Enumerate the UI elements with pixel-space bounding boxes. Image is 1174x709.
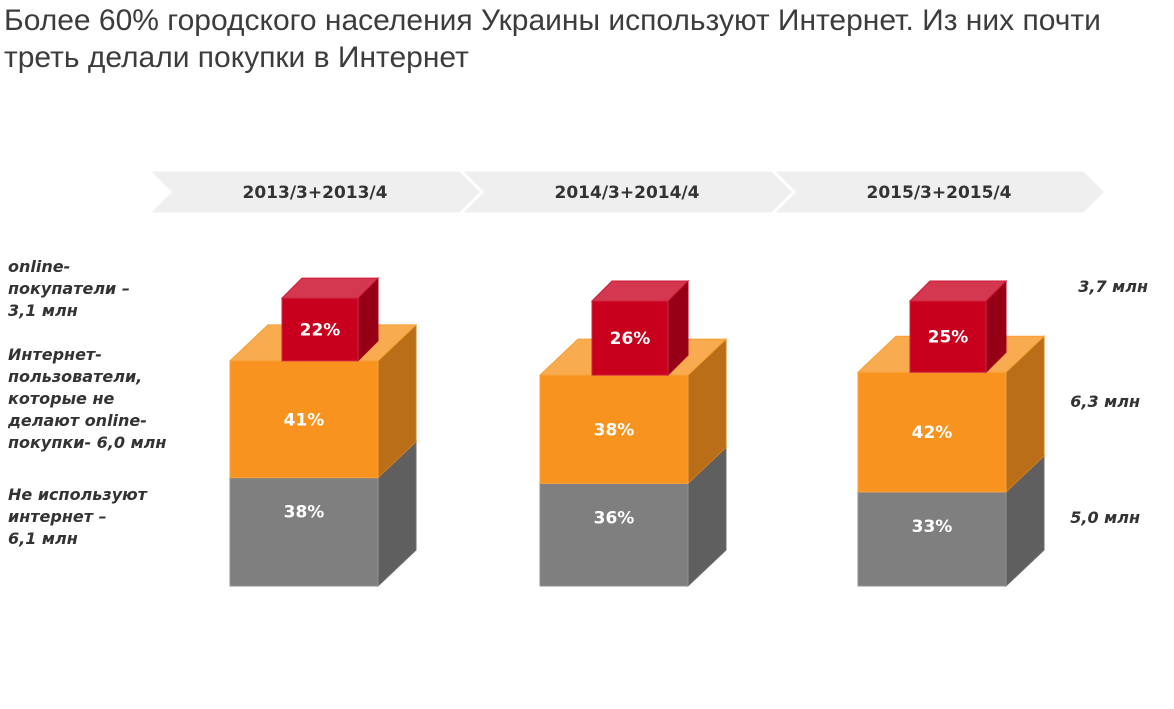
- pct-label-nonusers-1: 36%: [594, 508, 635, 528]
- block-online-2: [908, 279, 1008, 374]
- pct-label-nonusers-2: 33%: [912, 517, 953, 537]
- block-internet-2: [856, 335, 1046, 494]
- chart-blocks: 38% 41% 22% 36% 38% 26% 33% 42% 25%: [228, 276, 1046, 588]
- pct-label-online-1: 26%: [610, 329, 651, 349]
- legend-label-non-users: Не используют интернет – 6,1 млн: [8, 485, 147, 548]
- value-online-buyers-2015: 3,7 млн: [1078, 277, 1148, 296]
- pct-label-internet-0: 41%: [284, 410, 325, 430]
- block-online-0: [280, 276, 380, 363]
- page-title: Более 60% городского населения Украины и…: [4, 4, 1101, 74]
- pct-label-nonusers-0: 38%: [284, 503, 325, 523]
- pct-label-internet-2: 42%: [912, 423, 953, 443]
- period-label-2: 2015/3+2015/4: [867, 183, 1012, 203]
- period-label-0: 2013/3+2013/4: [243, 183, 388, 203]
- pct-label-internet-1: 38%: [594, 420, 635, 440]
- legend-label-internet-users: Интернет- пользователи, которые не делаю…: [8, 345, 167, 452]
- legend-label-online-buyers: online- покупатели – 3,1 млн: [8, 257, 130, 320]
- pct-label-online-2: 25%: [928, 328, 969, 348]
- period-label-1: 2014/3+2014/4: [555, 183, 700, 203]
- pct-label-online-0: 22%: [300, 321, 341, 341]
- block-internet-1: [538, 337, 728, 485]
- block-online-1: [590, 279, 690, 377]
- period-chevron-2: [768, 168, 1109, 216]
- value-internet-users-2015: 6,3 млн: [1070, 392, 1140, 411]
- period-header-band: 2013/3+2013/4 2014/3+2014/4 2015/3+2015/4: [144, 168, 1109, 216]
- block-internet-0: [228, 323, 418, 479]
- value-non-users-2015: 5,0 млн: [1070, 508, 1140, 527]
